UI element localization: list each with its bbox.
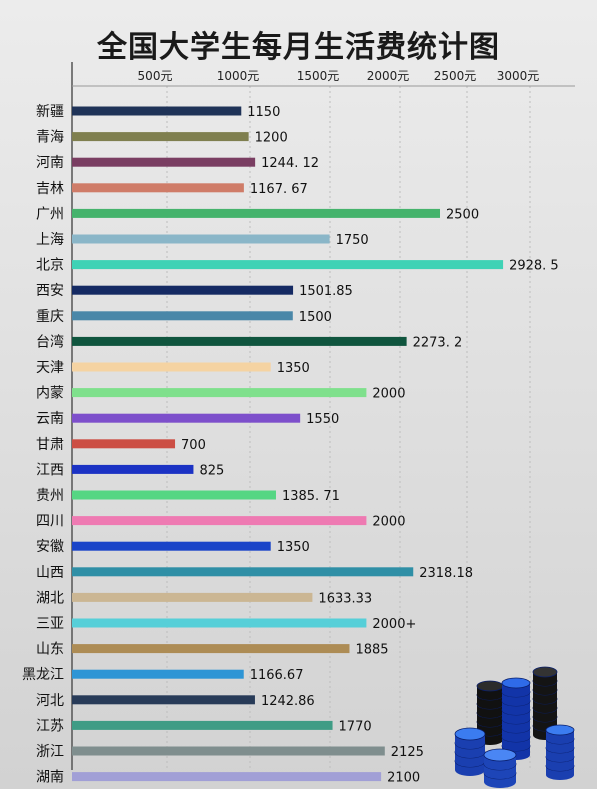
bar <box>72 132 249 142</box>
value-label: 2125 <box>391 745 424 760</box>
category-label: 吉林 <box>36 181 64 197</box>
value-label: 2000 <box>372 387 405 402</box>
bar <box>72 541 271 551</box>
bar <box>72 106 242 116</box>
value-label: 1550 <box>306 412 339 427</box>
bar <box>72 260 504 270</box>
bar <box>72 157 256 167</box>
category-label: 上海 <box>36 232 64 248</box>
category-label: 河北 <box>36 693 64 709</box>
category-label: 江苏 <box>36 718 64 734</box>
bar <box>72 208 440 218</box>
chart-title: 全国大学生每月生活费统计图 <box>97 30 500 65</box>
bar <box>72 336 407 346</box>
bar <box>72 388 367 398</box>
value-label: 1350 <box>277 540 310 555</box>
value-label: 2928. 5 <box>509 259 559 274</box>
value-label: 1167. 67 <box>250 182 308 197</box>
x-tick-label: 3000元 <box>497 69 540 83</box>
category-label: 西安 <box>36 283 64 299</box>
category-label: 贵州 <box>36 488 64 504</box>
value-labels: 1150 1200 1244. 12 1167. 67 2500 1750 2928. 5 1… <box>181 105 559 786</box>
category-label: 安徽 <box>36 539 64 555</box>
category-label: 浙江 <box>36 744 64 760</box>
category-label: 江西 <box>36 462 64 478</box>
bar <box>72 720 333 730</box>
value-label: 2000 <box>372 515 405 530</box>
category-label: 山西 <box>36 565 64 581</box>
category-label: 山东 <box>36 642 64 658</box>
coin-stack-illustration <box>454 666 575 788</box>
x-tick-label: 2500元 <box>434 69 477 83</box>
value-label: 1501.85 <box>299 284 353 299</box>
category-label: 北京 <box>36 258 64 274</box>
bar <box>72 516 367 526</box>
bar <box>72 362 271 372</box>
category-label: 广州 <box>36 206 64 222</box>
bars <box>72 106 504 782</box>
value-label: 700 <box>181 438 206 453</box>
value-label: 2318.18 <box>419 566 473 581</box>
category-label: 台湾 <box>36 333 64 350</box>
bar <box>72 234 330 244</box>
bar <box>72 311 293 321</box>
x-tick-label: 1000元 <box>217 69 260 83</box>
tick-labels: 500元 1000元 1500元 2000元 2500元 3000元 <box>138 69 540 83</box>
bar <box>72 618 367 628</box>
bar <box>72 592 313 602</box>
value-label: 1166.67 <box>250 668 304 683</box>
bar <box>72 772 382 782</box>
category-label: 内蒙 <box>36 386 64 402</box>
value-label: 1770 <box>339 719 372 734</box>
bar <box>72 439 176 449</box>
bar <box>72 183 244 193</box>
value-label: 1885 <box>355 643 388 658</box>
value-label: 1385. 71 <box>282 489 340 504</box>
value-label: 1242.86 <box>261 694 315 709</box>
category-label: 湖北 <box>36 590 64 606</box>
value-label: 825 <box>199 463 224 478</box>
bar <box>72 746 385 756</box>
bar <box>72 644 350 654</box>
value-label: 1150 <box>247 105 280 120</box>
category-label: 青海 <box>36 130 64 146</box>
bar <box>72 567 414 577</box>
value-label: 1200 <box>255 131 288 146</box>
category-label: 三亚 <box>36 616 64 632</box>
category-labels: 新疆青海河南吉林广州上海北京西安重庆台湾天津内蒙云南甘肃江西贵州四川安徽山西湖北… <box>22 104 64 786</box>
value-label: 1750 <box>336 233 369 248</box>
category-label: 云南 <box>36 411 64 427</box>
category-label: 四川 <box>36 514 64 530</box>
grid-layer <box>166 86 531 770</box>
value-label: 1350 <box>277 361 310 376</box>
category-label: 新疆 <box>36 104 64 120</box>
value-label: 2100 <box>387 771 420 786</box>
x-tick-label: 1500元 <box>297 69 340 83</box>
bar <box>72 413 301 423</box>
x-tick-label: 500元 <box>138 69 173 83</box>
x-tick-label: 2000元 <box>367 69 410 83</box>
bar <box>72 285 294 295</box>
bar <box>72 464 194 474</box>
bar <box>72 695 255 705</box>
category-label: 黑龙江 <box>22 667 64 683</box>
value-label: 1500 <box>299 310 332 325</box>
category-label: 重庆 <box>36 309 64 325</box>
category-label: 河南 <box>36 155 64 171</box>
category-label: 湖南 <box>36 770 64 786</box>
value-label: 1633.33 <box>318 591 372 606</box>
category-label: 天津 <box>36 360 64 376</box>
bar <box>72 490 276 500</box>
value-label: 2500 <box>446 207 479 222</box>
value-label: 1244. 12 <box>261 156 319 171</box>
value-label: 2000+ <box>372 617 416 632</box>
category-label: 甘肃 <box>36 437 64 453</box>
value-label: 2273. 2 <box>413 335 463 350</box>
bar <box>72 669 244 679</box>
